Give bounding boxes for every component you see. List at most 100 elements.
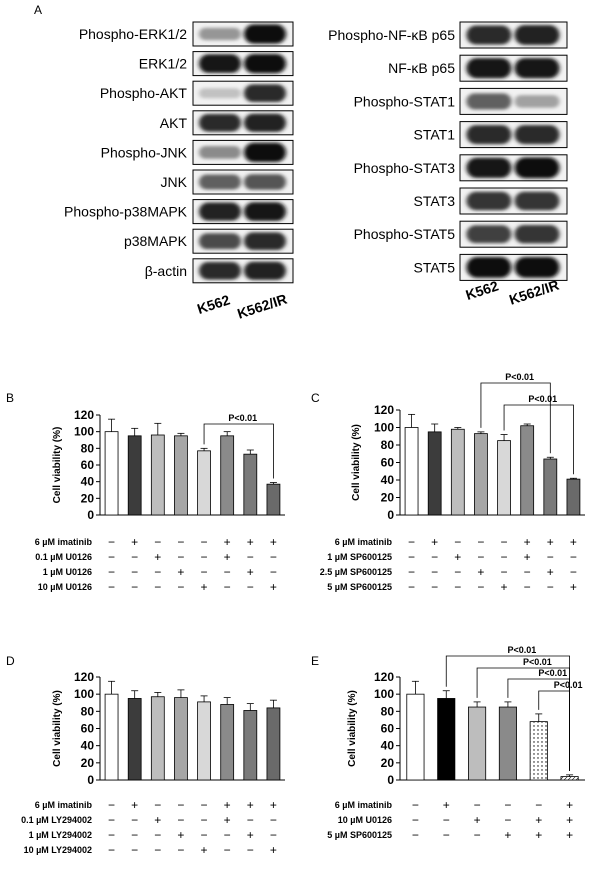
y-tick-label: 100 bbox=[74, 687, 94, 701]
treatment-sign: − bbox=[108, 798, 115, 812]
bar bbox=[150, 434, 165, 516]
treatment-sign: − bbox=[224, 565, 231, 579]
treatment-sign: + bbox=[177, 565, 184, 579]
y-tick-label: 40 bbox=[81, 475, 95, 489]
p-value-label: P<0.01 bbox=[538, 668, 567, 678]
treatment-sign: + bbox=[501, 580, 508, 594]
y-tick-label: 80 bbox=[81, 704, 95, 718]
treatment-sign: − bbox=[408, 535, 415, 549]
treatment-sign: + bbox=[131, 798, 138, 812]
blot-band bbox=[514, 25, 560, 45]
bar bbox=[197, 450, 211, 516]
p-value-label: P<0.01 bbox=[523, 657, 552, 667]
blot-row-erk1-2: ERK1/2 bbox=[139, 51, 294, 77]
treatment-sign: − bbox=[247, 550, 254, 564]
treatment-sign: − bbox=[131, 580, 138, 594]
y-tick-label: 40 bbox=[381, 739, 395, 753]
y-tick-label: 40 bbox=[81, 739, 95, 753]
bar bbox=[174, 697, 188, 781]
treatment-sign: + bbox=[431, 535, 438, 549]
significance-bracket bbox=[503, 404, 574, 475]
bar bbox=[497, 440, 511, 516]
blot-band bbox=[466, 257, 512, 278]
treatment-sign: − bbox=[131, 813, 138, 827]
blot-label: Phospho-STAT3 bbox=[354, 160, 456, 176]
y-tick-label: 20 bbox=[81, 756, 95, 770]
bar bbox=[104, 431, 119, 516]
blot-band bbox=[466, 58, 512, 79]
blot-label: NF-κB p65 bbox=[388, 60, 455, 76]
treatment-sign: + bbox=[224, 550, 231, 564]
blot-row-stat3: STAT3 bbox=[414, 187, 568, 215]
blot-band bbox=[199, 88, 241, 99]
treatment-sign: + bbox=[570, 580, 577, 594]
blot-row-actin: β-actin bbox=[145, 258, 294, 284]
blot-label: Phospho-STAT5 bbox=[354, 226, 456, 242]
bar bbox=[498, 706, 517, 781]
blot-label: STAT3 bbox=[414, 193, 456, 209]
treatment-label: 6 µM imatinib bbox=[335, 537, 393, 547]
treatment-sign: − bbox=[201, 798, 208, 812]
bar bbox=[566, 478, 581, 516]
treatment-sign: − bbox=[504, 813, 511, 827]
bar bbox=[197, 701, 211, 781]
y-tick-label: 40 bbox=[381, 473, 395, 487]
treatment-sign: + bbox=[224, 798, 231, 812]
bar bbox=[468, 706, 487, 781]
treatment-sign: − bbox=[431, 565, 438, 579]
bar bbox=[404, 427, 419, 516]
y-tick-label: 100 bbox=[374, 421, 394, 435]
bar bbox=[543, 458, 558, 516]
treatment-sign: − bbox=[247, 580, 254, 594]
lane-label: K562/IR bbox=[507, 277, 561, 308]
treatment-sign: − bbox=[201, 813, 208, 827]
blot-band bbox=[199, 114, 241, 132]
treatment-sign: + bbox=[570, 535, 577, 549]
treatment-sign: + bbox=[270, 580, 277, 594]
blot-label: Phospho-AKT bbox=[100, 85, 188, 101]
blot-row-phospho-akt: Phospho-AKT bbox=[100, 80, 294, 106]
treatment-sign: − bbox=[224, 843, 231, 857]
blot-panel-left: Phospho-ERK1/2 ERK1/2 Phospho-AKT AKT Phosph… bbox=[64, 21, 294, 322]
bar bbox=[437, 698, 456, 781]
treatment-sign: − bbox=[131, 565, 138, 579]
p-value-label: P<0.01 bbox=[528, 394, 557, 404]
treatment-sign: − bbox=[431, 550, 438, 564]
treatment-sign: − bbox=[131, 843, 138, 857]
blot-row-phospho-stat1: Phospho-STAT1 bbox=[354, 87, 568, 115]
y-axis-label: Cell viability (%) bbox=[52, 690, 63, 767]
y-tick-label: 20 bbox=[81, 491, 95, 505]
treatment-label: 6 µM imatinib bbox=[35, 537, 93, 547]
p-value-label: P<0.01 bbox=[228, 413, 257, 423]
treatment-sign: + bbox=[247, 798, 254, 812]
blot-row-akt: AKT bbox=[160, 110, 294, 136]
treatment-sign: − bbox=[108, 550, 115, 564]
blot-band bbox=[244, 113, 286, 132]
treatment-sign: + bbox=[566, 813, 573, 827]
bar bbox=[127, 698, 142, 781]
y-tick-label: 0 bbox=[87, 508, 94, 522]
treatment-sign: − bbox=[177, 550, 184, 564]
blot-label: STAT5 bbox=[414, 259, 456, 275]
treatment-sign: + bbox=[535, 828, 542, 842]
blot-label: STAT1 bbox=[414, 127, 456, 143]
bar bbox=[220, 435, 235, 516]
bar bbox=[150, 696, 165, 781]
treatment-sign: − bbox=[270, 813, 277, 827]
treatment-sign: − bbox=[131, 828, 138, 842]
treatment-sign: − bbox=[270, 550, 277, 564]
treatment-sign: − bbox=[412, 798, 419, 812]
blot-label: Phospho-ERK1/2 bbox=[79, 26, 187, 42]
y-tick-label: 60 bbox=[381, 456, 395, 470]
panel-letter-c: C bbox=[311, 391, 320, 405]
y-axis-label: Cell viability (%) bbox=[347, 690, 358, 767]
treatment-sign: − bbox=[408, 550, 415, 564]
blot-label: β-actin bbox=[145, 263, 187, 279]
y-tick-label: 120 bbox=[374, 403, 394, 417]
treatment-label: 1 µM SP600125 bbox=[327, 552, 392, 562]
treatment-sign: + bbox=[547, 535, 554, 549]
y-tick-label: 120 bbox=[74, 408, 94, 422]
blot-row-phospho-stat5: Phospho-STAT5 bbox=[354, 220, 568, 248]
treatment-sign: − bbox=[501, 535, 508, 549]
